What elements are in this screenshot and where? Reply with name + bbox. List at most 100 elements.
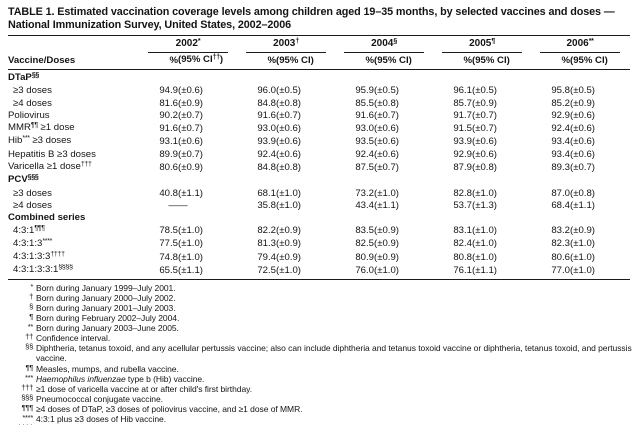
row-label: ≥3 doses xyxy=(8,85,140,97)
table-row: 4:3:1:3**** 77.5 (±1.0) 81.3 (±0.9) 82.5 (±0.9… xyxy=(8,238,630,251)
table-row: ≥4 doses — —35.8 (±1.0) 43.4 (±1.1) 53.7 (±1.3)… xyxy=(8,200,630,212)
ci-value: (±0.6) xyxy=(374,148,399,160)
footnote-marker: †††† xyxy=(8,423,36,425)
percent-value: 93.0 xyxy=(257,122,276,134)
year-label: 2004§ xyxy=(344,38,424,53)
percent-value: 82.4 xyxy=(453,238,472,250)
ci-value: (±0.6) xyxy=(276,122,301,134)
percent-value: 94.9 xyxy=(159,85,178,97)
row-label-text: MMR¶¶ ≥1 dose xyxy=(8,122,75,134)
percent-value: 93.0 xyxy=(355,122,374,134)
ci-value: (±0.7) xyxy=(374,161,399,173)
percent-value: 91.7 xyxy=(453,109,472,121)
footnote-text: 4:3:1 plus ≥3 doses of Hib vaccine. xyxy=(36,413,167,424)
percent-value: 40.8 xyxy=(159,187,178,199)
row-label: PCV§§§ xyxy=(8,174,630,187)
footnote: * Born during January 1999–July 2001. xyxy=(8,282,632,293)
footnote-marker-sup: † xyxy=(295,38,299,45)
percent-value: 91.5 xyxy=(453,122,472,134)
ci-value: (±0.9) xyxy=(374,251,399,263)
ci-value: (±0.7) xyxy=(178,122,203,134)
footnote-italic-term: Haemophilus influenzae xyxy=(36,373,126,384)
footnote: § Born during January 2001–July 2003. xyxy=(8,301,632,313)
percent-value: 68.1 xyxy=(257,187,276,199)
ci-value: (±0.9) xyxy=(570,97,595,109)
row-label: ≥4 doses xyxy=(8,200,140,212)
percent-value: 92.4 xyxy=(257,148,276,160)
ci-value: (±0.6) xyxy=(472,148,497,160)
percent-value: 93.5 xyxy=(355,135,374,147)
year-group-header-2004: 2004§ xyxy=(336,36,434,53)
footnote: ** Born during January 2003–June 2005. xyxy=(8,322,632,333)
footnote: ¶¶ Measles, mumps, and rubella vaccine. xyxy=(8,362,632,374)
row-label-text: Combined series xyxy=(8,212,86,224)
footnote-marker-sup: §§§§ xyxy=(58,264,73,272)
row-label-text: ≥3 doses xyxy=(13,85,52,97)
percent-value: 82.3 xyxy=(551,238,570,250)
percent-value: 95.8 xyxy=(551,85,570,97)
percent-value: 90.2 xyxy=(159,109,178,121)
footnote-marker-sup: †† xyxy=(212,54,220,61)
ci-value: (±0.8) xyxy=(374,97,399,109)
vaccination-table-wrap: 2002* 2003† 2004§ 2005¶ 2006** Vaccine/Doses… xyxy=(8,35,631,280)
table-row: Hepatitis B ≥3 doses 89.9 (±0.7) 92.4 (±0.6)… xyxy=(8,149,630,161)
ci-column-header: (95% CI) xyxy=(276,53,336,70)
ci-value: (±0.6) xyxy=(374,122,399,134)
ci-column-header: (95% CI) xyxy=(570,53,631,70)
row-label: MMR¶¶ ≥1 dose xyxy=(8,122,140,135)
section-row: Combined series xyxy=(8,212,630,224)
footnote-marker: ¶¶¶ xyxy=(21,402,34,412)
percent-value: 77.0 xyxy=(532,264,570,280)
footnote-text: Born during January 1999–July 2001. xyxy=(36,282,176,293)
footnote-marker-sup: ††† xyxy=(80,161,92,169)
percent-value: 68.4 xyxy=(551,199,570,211)
table-row: Varicella ≥1 dose††† 80.6 (±0.9) 84.8 (±0.8)… xyxy=(8,161,630,174)
footnote-marker: ¶¶ xyxy=(25,362,33,372)
ci-value: (±0.7) xyxy=(472,122,497,134)
column-header-row: Vaccine/Doses % (95% CI††)% (95% CI)% (95% … xyxy=(8,53,631,70)
ci-value: (±1.0) xyxy=(178,238,203,250)
ci-value: (±0.6) xyxy=(178,135,203,147)
percent-value: 81.3 xyxy=(257,238,276,250)
footnote: *** Haemophilus influenzae type b (Hib) v… xyxy=(8,373,632,384)
footnote-marker: § xyxy=(29,301,33,311)
ci-value: (±0.9) xyxy=(276,225,301,237)
row-label: 4:3:1:3:3†††† xyxy=(8,251,140,264)
ci-value: (±0.8) xyxy=(472,161,497,173)
table-header: 2002* 2003† 2004§ 2005¶ 2006** Vaccine/Doses… xyxy=(8,36,631,70)
percent-value: 92.9 xyxy=(453,148,472,160)
table-row: 4:3:1:3:3:1§§§§ 65.5 (±1.1) 72.5 (±1.0) 76.0(… xyxy=(8,264,631,280)
percent-value: 87.5 xyxy=(355,161,374,173)
year-label: 2006** xyxy=(540,38,621,53)
percent-value: 83.2 xyxy=(551,225,570,237)
footnote-marker-sup: **** xyxy=(42,237,53,245)
row-label: Varicella ≥1 dose††† xyxy=(8,161,140,174)
footnote-marker: §§ xyxy=(25,342,33,352)
percent-value: 95.9 xyxy=(355,85,374,97)
footnote: **** 4:3:1 plus ≥3 doses of Hib vaccine. xyxy=(8,413,632,424)
percent-value: 85.7 xyxy=(453,97,472,109)
section-row: PCV§§§ xyxy=(8,174,630,187)
percent-column-header: % xyxy=(532,53,570,70)
year-label: 2002* xyxy=(148,38,228,53)
ci-value: (±0.6) xyxy=(178,85,203,97)
footnote-marker-sup: ¶¶¶ xyxy=(34,224,45,232)
vaccination-coverage-table: 2002* 2003† 2004§ 2005¶ 2006** Vaccine/Doses… xyxy=(8,36,631,280)
percent-value: 96.0 xyxy=(257,85,276,97)
footnote-marker: ††† xyxy=(21,382,33,392)
footnote: ¶¶¶ ≥4 doses of DTaP, ≥3 doses of poliovi… xyxy=(8,402,632,414)
footnote: ¶ Born during February 2002–July 2004. xyxy=(8,312,632,323)
ci-value: (±0.6) xyxy=(570,135,595,147)
footnote-marker-sup: §§§ xyxy=(27,174,39,182)
footnote-marker: † xyxy=(29,291,33,301)
footnote-text: Diphtheria, tetanus toxoid, and any acel… xyxy=(36,343,632,364)
ci-value: (±0.6) xyxy=(570,148,595,160)
percent-value: 82.8 xyxy=(453,187,472,199)
year-group-header-2002: 2002* xyxy=(140,36,238,53)
percent-value: 35.8 xyxy=(257,199,276,211)
row-label-text: PCV§§§ xyxy=(8,174,39,186)
table-row: ≥3 doses 94.9 (±0.6) 96.0 (±0.5) 95.9 (±0.5) 96… xyxy=(8,85,630,97)
percent-value: 93.4 xyxy=(551,148,570,160)
table-row: Poliovirus 90.2 (±0.7) 91.6 (±0.7) 91.6 (±0.7)… xyxy=(8,110,630,122)
